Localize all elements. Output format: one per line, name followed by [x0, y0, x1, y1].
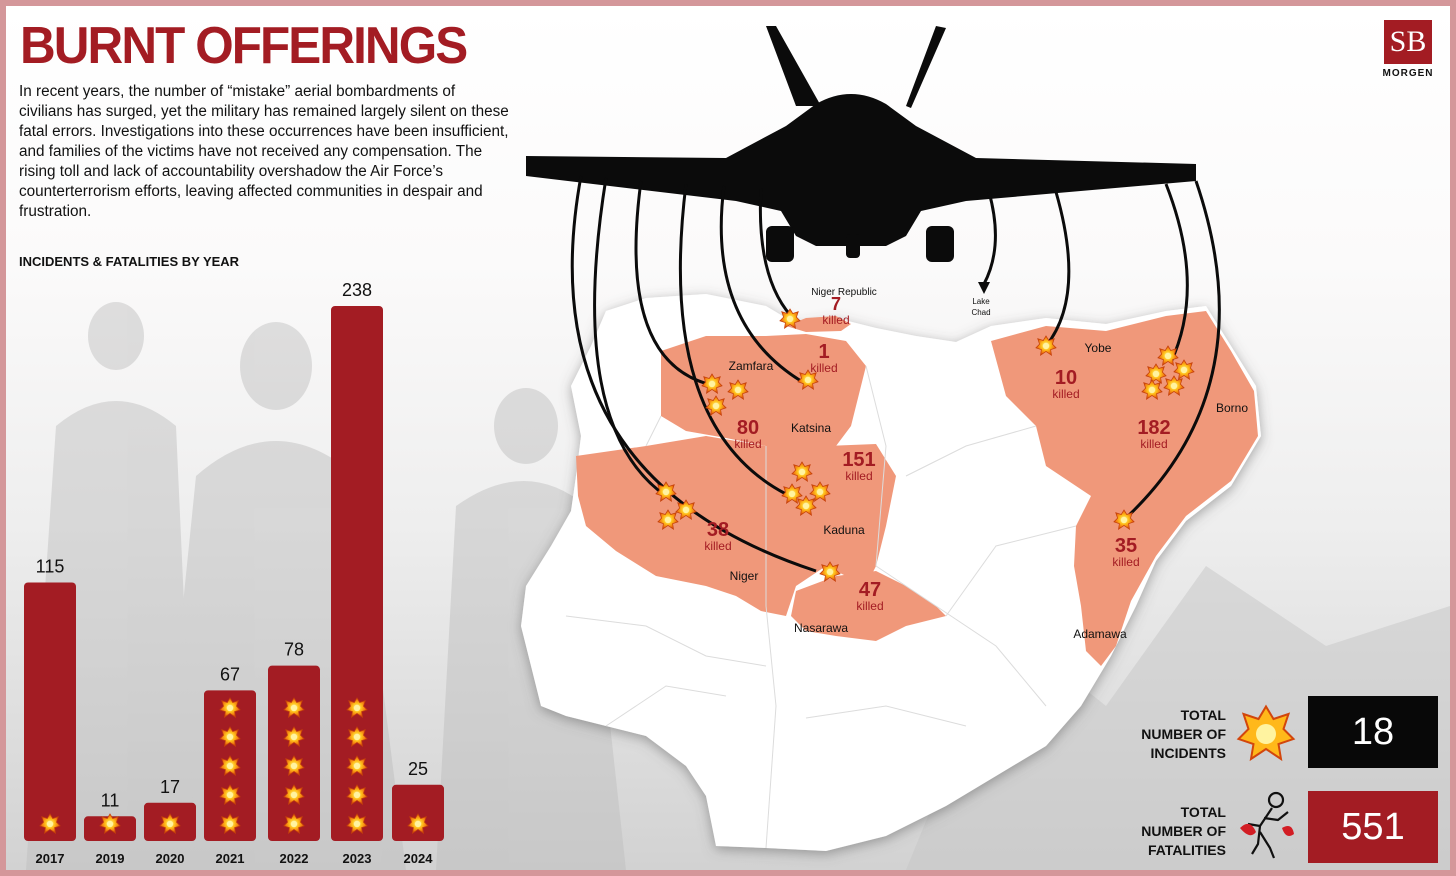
bar-2022 [268, 665, 320, 841]
bar-value-label: 67 [220, 664, 240, 684]
state-label-nasarawa: Nasarawa [794, 621, 848, 635]
killed-count-nasarawa: 47 [859, 579, 881, 601]
state-label-yobe: Yobe [1085, 341, 1112, 355]
state-label-zamfara: Zamfara [729, 359, 774, 373]
killed-label: killed [822, 313, 849, 327]
killed-count-yobe: 10 [1055, 367, 1077, 389]
state-label-kaduna: Kaduna [823, 523, 865, 537]
killed-label: killed [845, 469, 872, 483]
killed-count-borno: 182 [1137, 417, 1170, 439]
fatalities-value: 551 [1308, 791, 1438, 863]
lake-chad-label: Chad [971, 308, 990, 317]
region-northeast [991, 311, 1258, 666]
arrow-head-icon [978, 282, 990, 294]
killed-count-katsina: 1 [818, 341, 829, 363]
killed-count-kaduna: 151 [842, 449, 875, 471]
region-nasarawa [791, 571, 946, 641]
category-label: 2020 [156, 851, 185, 866]
state-label-katsina: Katsina [791, 421, 831, 435]
category-label: 2021 [216, 851, 245, 866]
bar-chart: 115 2017 11 2019 17 2020 67 2021 78 2022 238 2023 25… [24, 280, 444, 866]
killed-label: killed [704, 539, 731, 553]
page-title: BURNT OFFERINGS [20, 17, 468, 75]
bar-2023 [331, 306, 383, 841]
bar-value-label: 11 [101, 790, 120, 810]
state-borders [565, 365, 1077, 849]
killed-label: killed [1140, 437, 1167, 451]
fatalities-label: TOTAL NUMBER OF FATALITIES [1141, 804, 1226, 858]
killed-count-niger: 38 [707, 519, 729, 541]
region-niger-republic-border [786, 316, 851, 332]
publisher-logo: SB MORGEN [1376, 20, 1440, 84]
bar-value-label: 78 [284, 640, 304, 660]
bar-value-label: 25 [408, 759, 428, 779]
killed-label: killed [810, 361, 837, 375]
category-label: 2019 [96, 851, 125, 866]
killed-count-zamfara: 80 [737, 417, 759, 439]
fallen-person-icon [1240, 791, 1294, 859]
chart-title: INCIDENTS & FATALITIES BY YEAR [19, 254, 240, 269]
state-label-adamawa: Adamawa [1073, 627, 1127, 641]
state-label-niger-republic: Niger Republic [811, 287, 877, 298]
logo-initials: SB [1384, 20, 1432, 64]
killed-label: killed [734, 437, 761, 451]
logo-wordmark: MORGEN [1382, 68, 1434, 79]
category-label: 2023 [343, 851, 372, 866]
bar-value-label: 238 [342, 280, 372, 300]
bar-2024 [392, 784, 444, 841]
category-label: 2024 [404, 851, 434, 866]
killed-count-niger-republic: 7 [831, 294, 841, 314]
lake-chad-label: Lake [972, 297, 990, 306]
killed-count-adamawa: 35 [1115, 535, 1137, 557]
incidents-label: TOTAL NUMBER OF INCIDENTS [1141, 707, 1226, 761]
category-label: 2022 [280, 851, 309, 866]
state-label-borno: Borno [1216, 401, 1248, 415]
bar-value-label: 115 [36, 556, 65, 576]
infographic-frame: BURNT OFFERINGS In recent years, the num… [6, 6, 1450, 870]
state-label-niger: Niger [730, 569, 759, 583]
explosion-icon [1236, 704, 1296, 762]
fighter-jet-icon [526, 26, 1196, 262]
killed-label: killed [1112, 555, 1139, 569]
bar-value-label: 17 [160, 777, 180, 797]
killed-label: killed [856, 599, 883, 613]
incidents-value: 18 [1308, 696, 1438, 768]
killed-label: killed [1052, 387, 1079, 401]
bomb-trajectories [570, 175, 1221, 573]
bar-2017 [24, 582, 76, 841]
category-label: 2017 [36, 851, 65, 866]
intro-paragraph: In recent years, the number of “mistake”… [19, 83, 509, 220]
